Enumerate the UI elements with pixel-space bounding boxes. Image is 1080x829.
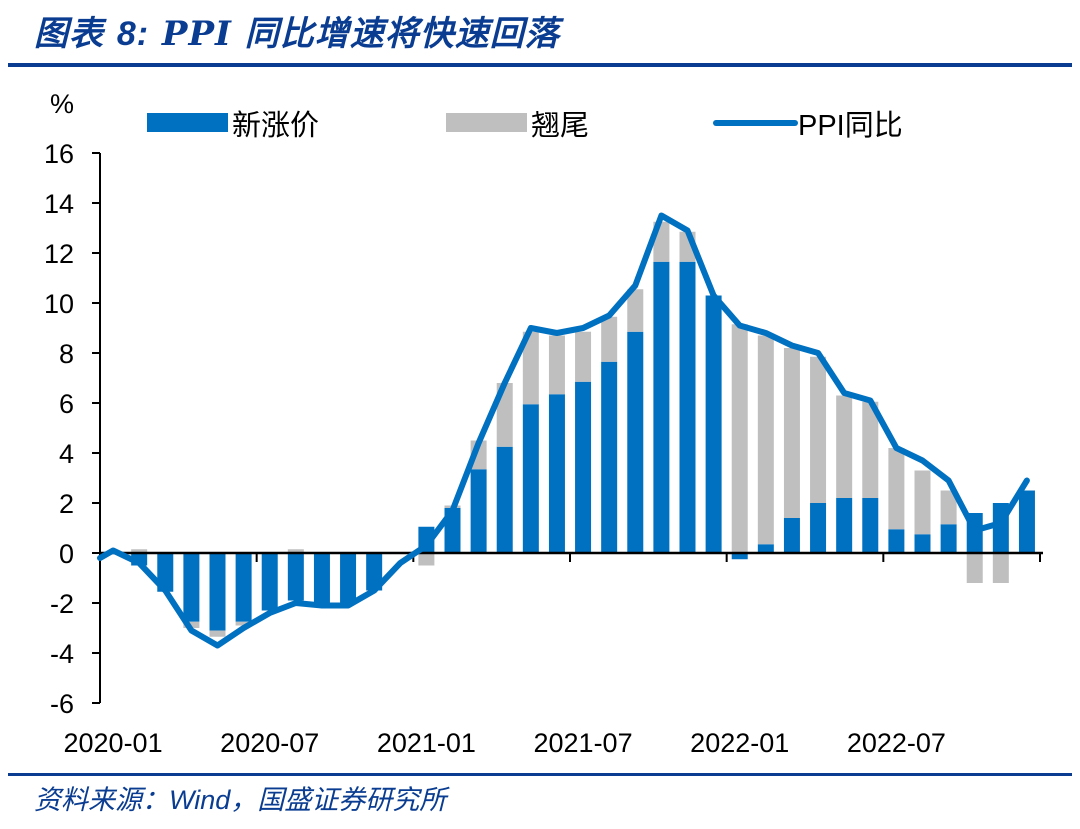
top-rule bbox=[8, 63, 1072, 67]
bar-new-price bbox=[601, 361, 618, 553]
bar-carryover bbox=[131, 549, 148, 553]
bar-carryover bbox=[209, 630, 226, 637]
bar-new-price bbox=[757, 544, 774, 553]
x-tick-label: 2022-07 bbox=[847, 728, 946, 758]
bar-carryover bbox=[418, 553, 435, 566]
bar-new-price bbox=[679, 261, 696, 553]
bar-carryover bbox=[888, 448, 905, 530]
bar-carryover bbox=[183, 621, 200, 628]
y-tick-label: 4 bbox=[59, 439, 74, 469]
x-tick-label: 2021-01 bbox=[377, 728, 476, 758]
bar-carryover bbox=[940, 490, 957, 525]
bar-new-price bbox=[627, 331, 644, 553]
bar-new-price bbox=[287, 553, 304, 601]
bar-new-price bbox=[470, 469, 487, 553]
bar-new-price bbox=[366, 553, 383, 591]
legend-label-carryover: 翘尾 bbox=[531, 110, 589, 142]
source-suffix: ，国盛证券研究所 bbox=[230, 785, 447, 816]
bar-new-price bbox=[522, 404, 539, 553]
axes-group: 16 14 12 10 8 6 4 2 0 -2 -4 -6 2020-01 2020-07 2021-01… bbox=[44, 139, 1043, 758]
line-group bbox=[97, 212, 1030, 649]
legend-swatch-carryover bbox=[446, 113, 527, 132]
bar-new-price bbox=[810, 503, 827, 553]
bar-carryover bbox=[287, 549, 304, 553]
title-text: PPI 同比增速将快速回落 bbox=[149, 14, 560, 54]
bar-new-price bbox=[731, 553, 748, 560]
y-tick-label: 16 bbox=[44, 139, 74, 169]
y-tick-label: 2 bbox=[59, 489, 74, 519]
bar-new-price bbox=[496, 446, 513, 553]
bar-carryover bbox=[235, 621, 252, 626]
x-tick-label: 2022-01 bbox=[690, 728, 789, 758]
legend: 新涨价 翘尾 PPI同比 bbox=[147, 109, 903, 142]
bar-new-price bbox=[705, 295, 722, 553]
bar-new-price bbox=[575, 381, 592, 553]
bar-new-price bbox=[1018, 490, 1035, 553]
y-tick-label: 8 bbox=[59, 339, 74, 369]
bar-new-price bbox=[548, 394, 565, 553]
bar-carryover bbox=[862, 401, 879, 498]
y-tick-label: -4 bbox=[50, 639, 74, 669]
legend-label-ppi: PPI同比 bbox=[798, 109, 903, 142]
y-tick-label: 0 bbox=[59, 539, 74, 569]
bar-new-price bbox=[183, 553, 200, 622]
bar-new-price bbox=[653, 261, 670, 553]
bar-new-price bbox=[261, 553, 278, 611]
bar-carryover bbox=[627, 289, 644, 332]
chart-title: 图表 8: PPI 同比增速将快速回落 bbox=[34, 6, 560, 55]
bar-new-price bbox=[313, 553, 330, 603]
bar-new-price bbox=[783, 518, 800, 553]
title-number: 8: bbox=[116, 15, 150, 53]
bar-new-price bbox=[940, 524, 957, 553]
y-tick-label: 10 bbox=[44, 289, 74, 319]
bar-carryover bbox=[810, 356, 827, 503]
x-tick-label: 2021-07 bbox=[534, 728, 633, 758]
bar-carryover bbox=[966, 553, 983, 583]
y-tick-label: 14 bbox=[44, 189, 74, 219]
legend-label-new-price: 新涨价 bbox=[232, 109, 319, 142]
bar-new-price bbox=[862, 498, 879, 553]
y-tick-label: 6 bbox=[59, 389, 74, 419]
y-tick-label: -2 bbox=[50, 589, 74, 619]
bar-carryover bbox=[731, 324, 748, 553]
bar-carryover bbox=[914, 470, 931, 535]
bar-carryover bbox=[836, 395, 853, 498]
bars-group bbox=[131, 221, 1035, 637]
x-tick-label: 2020-01 bbox=[64, 728, 163, 758]
bar-carryover bbox=[601, 316, 618, 362]
bar-new-price bbox=[836, 498, 853, 553]
bar-new-price bbox=[888, 529, 905, 553]
legend-swatch-new-price bbox=[147, 113, 228, 132]
x-tick-label: 2020-07 bbox=[220, 728, 319, 758]
y-tick-label: -6 bbox=[50, 689, 74, 719]
title-prefix: 图表 bbox=[34, 14, 117, 54]
bar-carryover bbox=[522, 331, 539, 405]
bar-carryover bbox=[757, 335, 774, 545]
bar-new-price bbox=[340, 553, 357, 603]
y-tick-label: 12 bbox=[44, 239, 74, 269]
bar-new-price bbox=[914, 534, 931, 553]
source-note: 资料来源：Wind，国盛证券研究所 bbox=[34, 778, 446, 817]
bar-new-price bbox=[235, 553, 252, 622]
bar-carryover bbox=[548, 335, 565, 395]
source-prefix: 资料来源： bbox=[34, 785, 169, 816]
source-wind: Wind bbox=[169, 785, 231, 815]
y-axis-unit: % bbox=[50, 89, 74, 119]
bottom-rule bbox=[8, 773, 1072, 776]
bar-carryover bbox=[575, 331, 592, 382]
bar-carryover bbox=[783, 348, 800, 518]
bar-carryover bbox=[992, 553, 1009, 583]
bar-new-price bbox=[209, 553, 226, 631]
